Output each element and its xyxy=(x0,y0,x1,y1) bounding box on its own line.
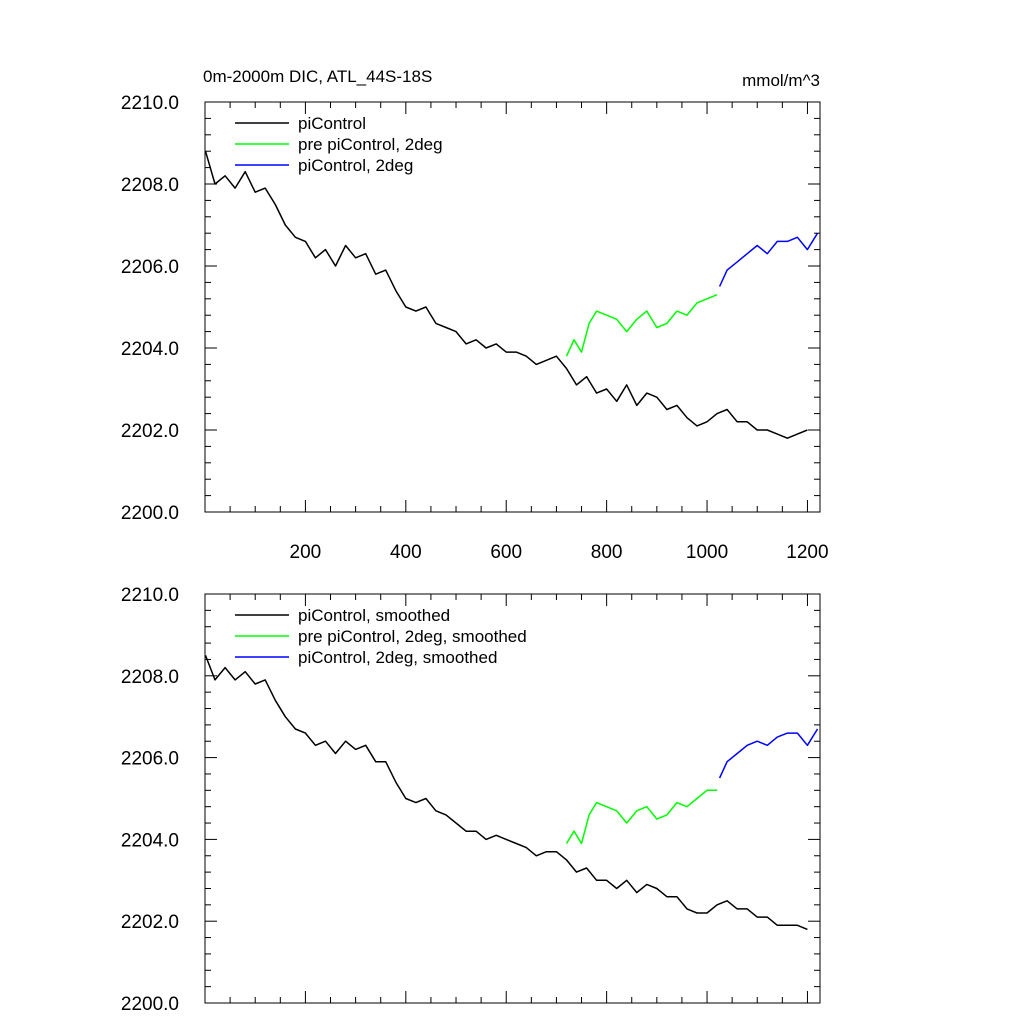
y-tick-label: 2200.0 xyxy=(121,503,179,524)
legend-entry: piControl, smoothed xyxy=(298,606,450,625)
y-tick-label: 2202.0 xyxy=(121,421,179,442)
y-tick-label: 2210.0 xyxy=(121,93,179,114)
legend-entry: pre piControl, 2deg xyxy=(298,135,443,154)
series-line xyxy=(718,728,819,779)
x-tick-label: 1000 xyxy=(686,542,728,563)
legend-entry: piControl, 2deg xyxy=(298,156,413,175)
chart-title: 0m-2000m DIC, ATL_44S-18S xyxy=(203,67,432,86)
series-line xyxy=(718,232,819,287)
series-line xyxy=(565,789,718,845)
y-tick-label: 2206.0 xyxy=(121,749,179,770)
series-line xyxy=(204,150,808,439)
x-tick-label: 400 xyxy=(390,542,422,563)
y-tick-label: 2202.0 xyxy=(121,912,179,933)
x-tick-label: 1200 xyxy=(786,542,828,563)
y-tick-label: 2208.0 xyxy=(121,175,179,196)
top-panel: 0m-2000m DIC, ATL_44S-18S mmol/m^3 2200.… xyxy=(121,67,829,563)
series-line xyxy=(565,294,718,357)
units-label: mmol/m^3 xyxy=(742,71,820,90)
legend-entry: piControl, 2deg, smoothed xyxy=(298,648,497,667)
y-tick-label: 2208.0 xyxy=(121,667,179,688)
plot-frame xyxy=(204,101,821,513)
y-tick-label: 2210.0 xyxy=(121,585,179,606)
series-line xyxy=(204,655,808,931)
x-tick-label: 800 xyxy=(591,542,623,563)
plot-frame xyxy=(204,593,821,1004)
legend-entry: pre piControl, 2deg, smoothed xyxy=(298,627,527,646)
x-tick-label: 200 xyxy=(290,542,322,563)
bottom-panel: 2200.0 2202.0 2204.0 2206.0 2208.0 2210.0 piCo… xyxy=(121,585,821,1015)
y-tick-label: 2204.0 xyxy=(121,339,179,360)
x-tick-label: 600 xyxy=(490,542,522,563)
y-tick-label: 2204.0 xyxy=(121,830,179,851)
y-tick-label: 2200.0 xyxy=(121,994,179,1015)
y-tick-label: 2206.0 xyxy=(121,257,179,278)
legend-entry: piControl xyxy=(298,114,366,133)
